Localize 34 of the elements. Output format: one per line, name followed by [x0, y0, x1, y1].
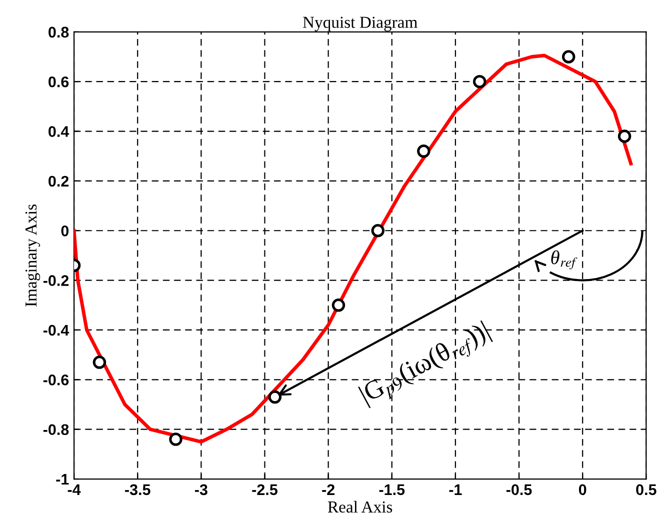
x-tick-label: -1 [449, 484, 462, 495]
x-tick-label: -4 [68, 484, 81, 495]
y-tick-label: -0.4 [43, 324, 70, 336]
point [169, 432, 182, 446]
x-tick-label: -0.5 [506, 484, 532, 496]
point [268, 390, 282, 404]
x-tick-label: -2.5 [252, 484, 278, 496]
chart-title: Nyquist Diagram [302, 16, 418, 32]
y-axis-title: Imaginary Axis [25, 204, 40, 306]
annotation: θ$_{ref}$ [551, 250, 578, 270]
y-tick-label: 0.6 [48, 76, 69, 88]
y-tick-label: -0.6 [43, 374, 69, 386]
x-tick-label: 0.5 [636, 484, 656, 496]
point [371, 224, 385, 238]
point [472, 74, 486, 88]
y-tick-label: -0.2 [43, 275, 69, 286]
point [92, 356, 106, 369]
x-axis-title: Real Axis [328, 500, 392, 513]
point [618, 130, 632, 143]
y-tick-label: 0.4 [48, 126, 70, 137]
x-tick-label: -3 [194, 484, 208, 496]
y-tick-label: 0.8 [48, 26, 69, 38]
y-tick-label: -1 [56, 474, 69, 485]
x-tick-label: -2 [322, 484, 334, 495]
x-tick-label: -1.5 [379, 484, 405, 496]
y-tick-label: -0.8 [43, 424, 69, 436]
y-tick-label: 0.2 [48, 176, 69, 187]
x-tick-label: 0 [578, 484, 586, 496]
line-series [74, 54, 633, 444]
y-tick-label: 0 [61, 225, 69, 236]
point [417, 144, 430, 158]
point [562, 50, 576, 64]
x-tick-label: -3.5 [125, 484, 150, 496]
point [332, 298, 346, 312]
